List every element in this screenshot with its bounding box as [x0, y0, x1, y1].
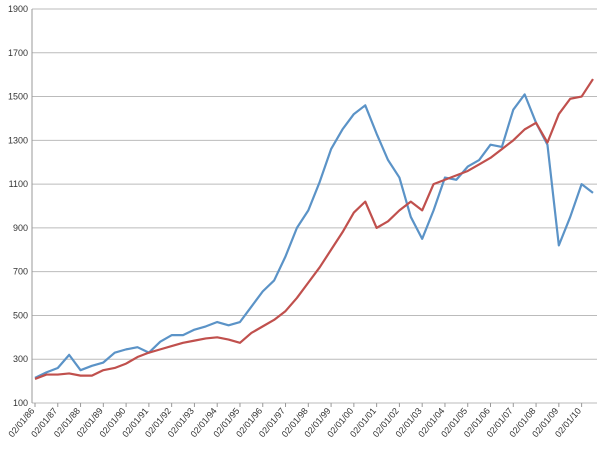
y-tick-label: 1300 [8, 135, 28, 145]
y-tick-label: 300 [13, 354, 28, 364]
y-tick-label: 700 [13, 267, 28, 277]
y-tick-label: 1100 [9, 179, 28, 189]
y-tick-label: 1500 [8, 92, 28, 102]
series-line [34, 78, 594, 380]
y-tick-label: 900 [13, 223, 28, 233]
y-tick-label: 100 [13, 398, 28, 408]
y-tick-label: 500 [13, 310, 28, 320]
series-line [34, 93, 594, 379]
y-tick-label: 1700 [8, 48, 28, 58]
y-tick-label: 1900 [8, 4, 28, 14]
